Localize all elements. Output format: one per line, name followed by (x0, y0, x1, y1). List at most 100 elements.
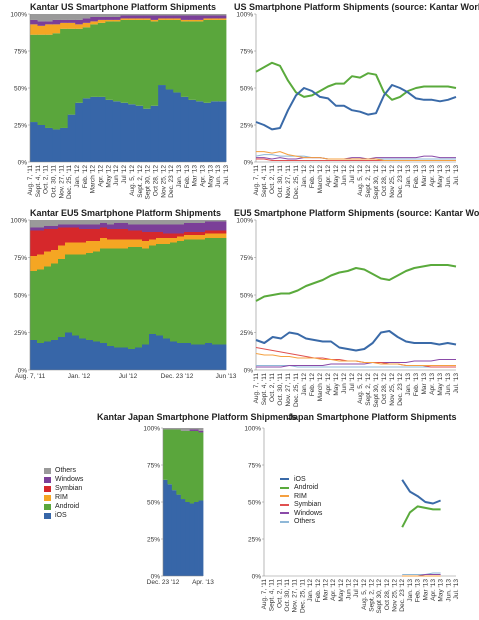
eu_stack-bar-others (128, 220, 135, 225)
us_stack-bar-windows (38, 21, 46, 25)
legend-swatch (44, 468, 51, 474)
legend-label: Others (55, 467, 76, 474)
us_line-xtick-label: May '12 (333, 165, 340, 188)
us_stack-xtick-label: Jun. '13 (215, 165, 222, 188)
jp_line-xtick-label: Oct 28, '12 (384, 579, 391, 611)
us_line-ytick-label: 0% (244, 160, 254, 167)
us_stack-bar-others (60, 14, 68, 20)
us_stack-xtick-label: Sept 30, '12 (145, 165, 152, 200)
us_stack-bar-others (75, 14, 83, 20)
eu_stack-bar-symbian (212, 231, 219, 234)
eu_stack-bar-rim (58, 246, 65, 260)
eu_stack-bar-symbian (93, 229, 100, 241)
legend-item-ios: iOS (44, 511, 83, 520)
jp_line-ytick-label: 50% (248, 500, 261, 507)
jp_line-xtick-label: May '13 (438, 579, 445, 602)
jp_line-xtick-label: Jan. '13 (407, 579, 414, 602)
eu_stack-bar-ios (93, 342, 100, 371)
us_stack-bar-others (45, 14, 53, 21)
eu_stack-bar-android (135, 247, 142, 348)
eu_stack-xtick-label: Jun '13 (216, 373, 237, 380)
eu_stack-bar-android (58, 259, 65, 337)
eu_line-xtick-label: Dec. 25, '11 (293, 373, 300, 407)
us_stack-bar-android (188, 21, 196, 99)
jp_line-xtick-label: Oct. 30, '11 (284, 579, 291, 612)
us_line-xtick-label: March '12 (317, 165, 324, 194)
us_stack-bar-windows (75, 20, 83, 24)
us_stack-bar-rim (83, 23, 91, 27)
jp_line-xtick-label: Jul. '13 (453, 579, 460, 600)
legend-label: Symbian (55, 485, 82, 492)
jp_line-xtick-label: May '12 (338, 579, 345, 602)
eu_stack-bar-ios (107, 346, 114, 370)
eu_stack-bar-symbian (128, 231, 135, 240)
legend-item-rim: RIM (44, 493, 83, 502)
jp_stack-bar-others (199, 428, 204, 431)
eu_line-line-ios (256, 331, 456, 351)
eu_stack-bar-rim (86, 241, 93, 253)
us_stack-bar-windows (188, 15, 196, 19)
us_line-xtick-label: Sept 30, '12 (373, 165, 380, 200)
us_stack-bar-ios (151, 106, 159, 162)
eu_stack-bar-ios (44, 342, 51, 371)
us_line-xtick-label: Jan. '13 (405, 165, 412, 188)
eu_stack-bar-ios (121, 348, 128, 371)
us_stack-xtick-label: May '13 (207, 165, 214, 188)
eu_stack-bar-rim (219, 234, 226, 239)
eu_stack-bar-windows (86, 225, 93, 230)
eu_stack-bar-android (128, 247, 135, 349)
legend-swatch (44, 486, 51, 492)
eu_stack-bar-android (191, 240, 198, 345)
us_line-xtick-label: Feb. '13 (413, 165, 420, 189)
us_stack-bar-windows (113, 17, 121, 20)
us_line-ytick-label: 100% (236, 12, 253, 19)
us_stack-bar-ios (181, 97, 189, 162)
us_stack-xtick-label: Aug. 7, '11 (27, 165, 34, 196)
eu_stack-bar-windows (219, 222, 226, 231)
us_stack-bar-android (211, 20, 219, 101)
us_stack-bar-rim (196, 20, 204, 21)
us_stack-bar-others (105, 14, 113, 17)
eu_stack-chart: 100%75%50%25%0%Aug. 7, '11 Jan. '12 Jul '1… (10, 218, 236, 381)
eu_stack-bar-android (93, 252, 100, 342)
us_stack-bar-others (166, 14, 174, 15)
eu_stack-bar-android (86, 253, 93, 340)
legend-swatch (44, 477, 51, 483)
eu_stack-bar-symbian (30, 231, 37, 257)
eu_stack-bar-others (156, 220, 163, 225)
jp_stack-bar-android (176, 429, 181, 494)
eu_stack-bar-rim (114, 240, 121, 249)
legend-item-others: Others (44, 466, 83, 475)
jp_stack-ytick-label: 25% (147, 537, 160, 544)
eu_stack-bar-android (142, 249, 149, 345)
eu_stack-bar-rim (177, 237, 184, 242)
us_stack-bar-others (181, 14, 189, 15)
eu_stack-bar-rim (79, 243, 86, 255)
jp_stack-bar-android (167, 429, 172, 484)
jp_line-xtick-label: Sept 30, '12 (376, 579, 383, 614)
eu_stack-bar-ios (65, 333, 72, 371)
us_stack-xtick-label: Jan. '13 (176, 165, 183, 188)
eu_line-xtick-label: Jun. '13 (445, 373, 452, 396)
eu_stack-bar-others (37, 220, 44, 228)
legend2-label: Symbian (294, 501, 321, 508)
eu_stack-bar-symbian (44, 229, 51, 252)
eu_stack-bar-rim (163, 238, 170, 244)
us_stack-bar-ios (30, 122, 38, 162)
eu_stack-bar-rim (170, 238, 177, 243)
us_stack-bar-android (120, 20, 128, 103)
legend-swatch (44, 504, 51, 510)
eu_line-xtick-label: May '12 (333, 373, 340, 396)
us_stack-bar-android (166, 20, 174, 90)
legend-label: RIM (55, 494, 68, 501)
eu_stack-bar-symbian (65, 228, 72, 243)
eu_line-xtick-label: Sept 30, '12 (373, 373, 380, 408)
jp-line-legend: iOS Android RIM Symbian Windows Others (280, 475, 322, 526)
eu_stack-bar-android (114, 249, 121, 348)
eu_stack-bar-rim (212, 234, 219, 239)
eu_stack-bar-ios (149, 334, 156, 370)
eu_stack-bar-others (30, 220, 37, 228)
us_stack-bar-others (83, 14, 91, 18)
eu_stack-bar-symbian (72, 228, 79, 243)
us_stack-bar-android (218, 20, 226, 101)
